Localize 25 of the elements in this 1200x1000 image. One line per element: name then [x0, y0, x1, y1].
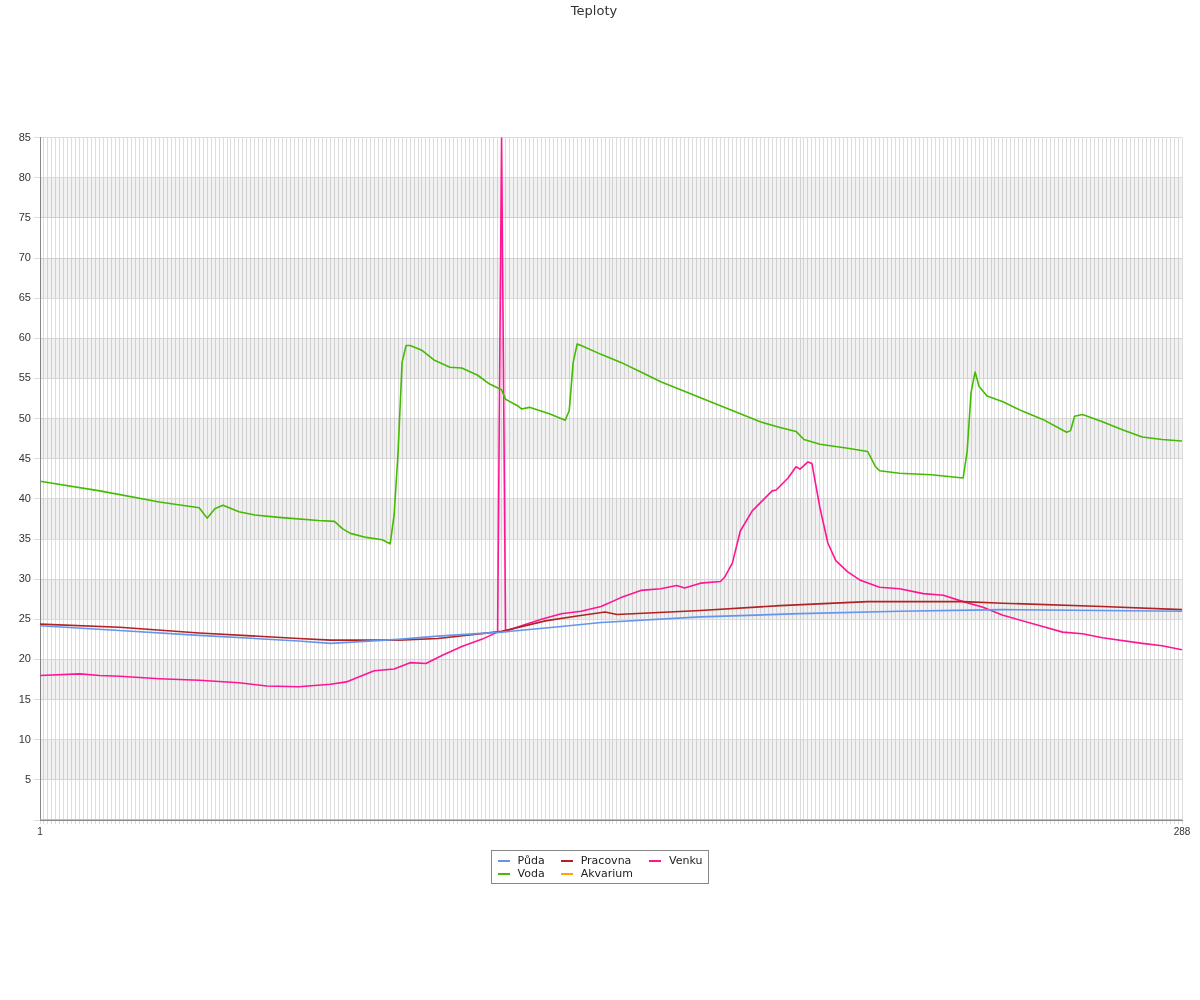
y-tick-label: 80 [18, 170, 31, 183]
legend-label: Pracovna [580, 854, 632, 867]
y-tick-label: 45 [18, 451, 31, 464]
x-tick-label: 288 [1173, 825, 1191, 837]
y-tick-label: 60 [18, 331, 31, 344]
legend-label: Půda [517, 854, 545, 867]
y-tick-label: 5 [24, 772, 31, 785]
y-tick-label: 15 [18, 692, 31, 705]
y-tick-label: 50 [18, 411, 31, 424]
y-tick-label: 30 [18, 572, 31, 585]
legend-label: Voda [517, 867, 545, 880]
legend-label: Akvarium [580, 867, 634, 880]
y-tick-label: 55 [18, 371, 31, 384]
y-tick-label: 70 [18, 251, 31, 264]
y-tick-label: 10 [18, 732, 31, 745]
y-tick-label: 35 [18, 532, 31, 545]
x-tick-label: 1 [37, 825, 44, 837]
y-tick-label: 20 [18, 652, 31, 665]
chart-title: Teploty [569, 3, 618, 19]
y-tick-label: 75 [18, 210, 31, 223]
legend-label: Venku [669, 854, 703, 867]
y-tick-label: 85 [18, 130, 31, 143]
y-tick-label: 65 [18, 291, 31, 304]
y-tick-label: 40 [18, 491, 31, 504]
y-tick-label: 25 [18, 612, 31, 625]
